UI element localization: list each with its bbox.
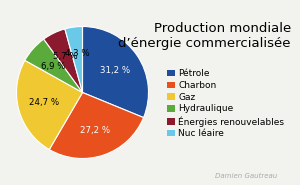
Wedge shape xyxy=(25,39,82,92)
Legend: Pétrole, Charbon, Gaz, Hydraulique, Énergies renouvelables, Nuc léaire: Pétrole, Charbon, Gaz, Hydraulique, Éner… xyxy=(167,69,284,138)
Wedge shape xyxy=(65,26,82,92)
Text: 27,2 %: 27,2 % xyxy=(80,125,110,134)
Wedge shape xyxy=(82,26,148,117)
Text: Damien Gautreau: Damien Gautreau xyxy=(215,173,277,179)
Text: 24,7 %: 24,7 % xyxy=(29,98,59,107)
Wedge shape xyxy=(16,60,83,149)
Text: 31,2 %: 31,2 % xyxy=(100,66,130,75)
Wedge shape xyxy=(44,29,82,92)
Text: 5,7 %: 5,7 % xyxy=(53,52,78,61)
Text: 4,3 %: 4,3 % xyxy=(65,49,89,58)
Wedge shape xyxy=(49,92,144,159)
Text: 6,9 %: 6,9 % xyxy=(40,62,65,71)
Text: Production mondiale
d’énergie commercialisée: Production mondiale d’énergie commercial… xyxy=(118,22,291,50)
